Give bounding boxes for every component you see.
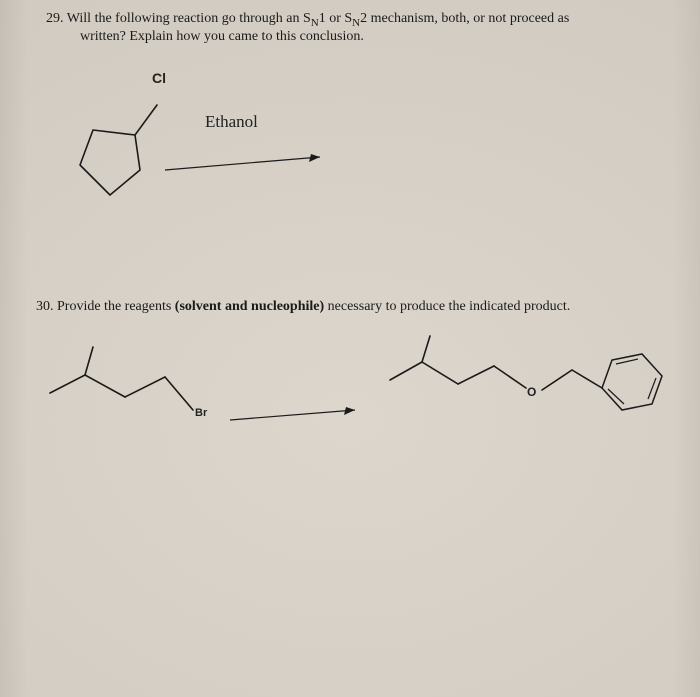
- p-methyl: [422, 336, 430, 362]
- methyl-branch: [85, 347, 93, 375]
- benzene-db-1: [616, 359, 638, 364]
- q30-text-tail: necessary to produce the indicated produ…: [324, 299, 570, 314]
- q29-line1a: Will the following reaction go through a…: [67, 11, 311, 26]
- q29-arrow: [160, 145, 340, 185]
- arrow-shaft: [165, 157, 320, 170]
- p-O-CH2: [542, 370, 572, 390]
- p-bond-1: [390, 362, 422, 380]
- q29-number: 29.: [46, 11, 64, 26]
- br-bond: [165, 377, 193, 410]
- o-label: O: [527, 385, 536, 399]
- arrow-head-2: [344, 407, 355, 415]
- cl-label: Cl: [152, 70, 166, 86]
- p-bond-2: [422, 362, 458, 384]
- q30-substrate-structure: [35, 355, 210, 450]
- q29-n1: 1 or S: [319, 11, 352, 26]
- cyclopentane-ring: [80, 130, 140, 195]
- p-bond-to-O: [494, 366, 526, 388]
- br-label: Br: [195, 407, 207, 419]
- q29-sub1: N: [311, 17, 319, 29]
- bond-2: [85, 375, 125, 397]
- q30-text-lead: Provide the reagents: [57, 299, 175, 314]
- arrow-shaft-2: [230, 410, 355, 420]
- p-CH2-ring: [572, 370, 602, 388]
- bond-1: [50, 375, 85, 393]
- q29-text-line2: written? Explain how you came to this co…: [80, 28, 680, 47]
- bond-3: [125, 377, 165, 397]
- pendant-bond: [135, 105, 157, 135]
- benzene-ring: [602, 354, 662, 410]
- q29-n2: 2 mechanism, both, or not proceed as: [360, 11, 569, 26]
- q29-sub2: N: [352, 17, 360, 29]
- q30-arrow: [225, 400, 375, 430]
- q30-product-structure: [380, 340, 680, 460]
- q30-number: 30.: [36, 299, 54, 314]
- ethanol-label: Ethanol: [205, 112, 258, 132]
- q30-bold: (solvent and nucleophile): [175, 299, 324, 314]
- p-bond-3: [458, 366, 494, 384]
- q30-text: 30. Provide the reagents (solvent and nu…: [36, 298, 686, 317]
- arrow-head: [309, 154, 320, 162]
